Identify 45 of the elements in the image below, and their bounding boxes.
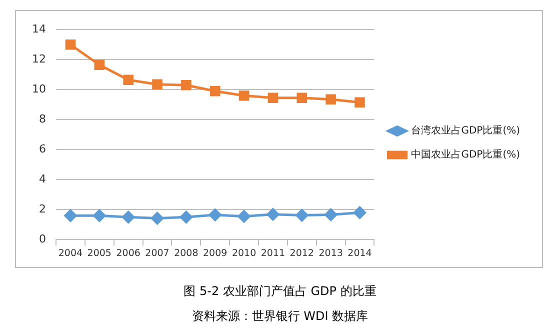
point (94, 60, 105, 70)
point (296, 209, 308, 222)
x-tick-label: 2005 (87, 248, 112, 259)
point (238, 90, 250, 101)
y-tick-label: 12 (32, 52, 46, 66)
point (181, 80, 192, 90)
text: 图 5-2 农业部门产值占 GDP 的比重 (182, 283, 378, 300)
point (93, 209, 106, 222)
point (180, 210, 192, 224)
x-tick-label: 2010 (232, 248, 256, 259)
point (65, 39, 76, 50)
x-tick-label: 2014 (348, 248, 372, 259)
x-tick-label: 2008 (174, 248, 198, 259)
y-tick-label: 6 (38, 142, 46, 156)
y-tick-label: 0 (38, 232, 46, 246)
x-tick-label: 2009 (203, 248, 228, 259)
point (268, 92, 278, 103)
point (354, 97, 365, 108)
x-tick-label: 2012 (290, 248, 314, 259)
point (151, 212, 164, 225)
point (296, 92, 308, 103)
y-tick-label: 10 (32, 82, 46, 96)
point (354, 206, 366, 219)
point (122, 210, 135, 224)
point (208, 208, 222, 222)
point (64, 209, 77, 222)
point (324, 208, 338, 221)
legend-label: 中国农业占GDP比重(%) (411, 148, 520, 161)
x-tick-label: 2004 (58, 248, 83, 259)
point (210, 86, 220, 96)
y-tick-label: 14 (32, 22, 46, 36)
y-tick-label: 2 (38, 202, 46, 216)
x-tick-label: 2013 (318, 248, 343, 259)
x-tick-label: 2006 (116, 248, 140, 259)
x-tick-label: 2007 (145, 248, 170, 259)
x-tick-label: 2011 (260, 248, 286, 259)
point (238, 210, 250, 223)
y-tick-label: 4 (38, 172, 46, 186)
legend-label: 台湾农业占GDP比重(%) (411, 124, 520, 137)
point (266, 208, 280, 221)
point (123, 74, 134, 85)
y-tick-label: 8 (38, 112, 46, 126)
point (326, 94, 336, 104)
text: 资料来源：世界银行 WDI 数据库 (190, 308, 370, 325)
point (152, 79, 162, 90)
